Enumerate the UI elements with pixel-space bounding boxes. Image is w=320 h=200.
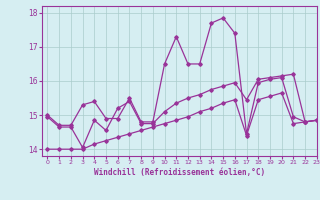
X-axis label: Windchill (Refroidissement éolien,°C): Windchill (Refroidissement éolien,°C) — [94, 168, 265, 177]
